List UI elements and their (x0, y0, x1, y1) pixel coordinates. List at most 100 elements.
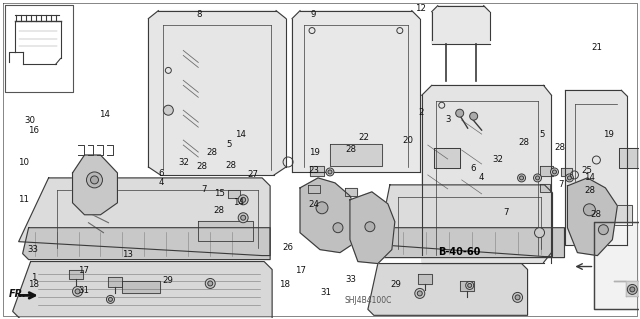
Circle shape (550, 168, 559, 176)
Text: 20: 20 (403, 136, 413, 145)
Polygon shape (300, 178, 360, 253)
Text: 28: 28 (206, 148, 217, 157)
Polygon shape (368, 263, 527, 315)
Text: 21: 21 (591, 43, 602, 52)
Polygon shape (228, 190, 240, 198)
Circle shape (108, 297, 113, 301)
Text: 6: 6 (159, 169, 164, 178)
Text: 26: 26 (283, 243, 294, 252)
Text: 29: 29 (390, 280, 401, 289)
Circle shape (75, 289, 80, 294)
Circle shape (534, 228, 545, 238)
Circle shape (241, 197, 246, 202)
Text: 1: 1 (31, 272, 36, 281)
Circle shape (520, 176, 524, 180)
Polygon shape (148, 11, 286, 175)
Text: 14: 14 (99, 110, 109, 119)
Polygon shape (198, 221, 253, 241)
Circle shape (513, 293, 522, 302)
Circle shape (238, 213, 248, 223)
Polygon shape (566, 90, 627, 245)
Polygon shape (122, 281, 161, 293)
Circle shape (466, 281, 474, 289)
Text: 18: 18 (280, 279, 291, 288)
Circle shape (470, 112, 477, 120)
Text: 17: 17 (295, 266, 307, 275)
Text: 9: 9 (311, 10, 316, 19)
Circle shape (86, 172, 102, 188)
Text: 11: 11 (18, 195, 29, 204)
Text: 14: 14 (233, 198, 244, 207)
Circle shape (515, 295, 520, 300)
Circle shape (468, 284, 472, 287)
Text: 5: 5 (227, 140, 232, 149)
Circle shape (106, 295, 115, 303)
Circle shape (316, 202, 328, 214)
Text: 22: 22 (358, 133, 369, 142)
Polygon shape (434, 148, 460, 168)
Text: SHJ4B4100C: SHJ4B4100C (344, 296, 392, 305)
Circle shape (534, 174, 541, 182)
Text: 31: 31 (321, 288, 332, 297)
Polygon shape (568, 178, 618, 256)
Text: 15: 15 (214, 189, 225, 198)
Polygon shape (460, 281, 474, 292)
Polygon shape (418, 274, 432, 285)
Text: FR.: FR. (9, 289, 27, 300)
Text: 33: 33 (345, 275, 356, 284)
Text: B-40-60: B-40-60 (438, 247, 481, 256)
Text: 33: 33 (27, 245, 38, 254)
Text: 12: 12 (415, 4, 426, 13)
Text: 18: 18 (28, 279, 40, 288)
Text: 17: 17 (78, 265, 89, 275)
Circle shape (627, 285, 637, 294)
Circle shape (518, 174, 525, 182)
Circle shape (328, 170, 332, 174)
Polygon shape (22, 228, 270, 260)
Text: 28: 28 (590, 210, 602, 219)
Polygon shape (308, 185, 320, 193)
Circle shape (238, 195, 248, 205)
Circle shape (205, 278, 215, 288)
Text: 8: 8 (196, 10, 202, 19)
Circle shape (630, 287, 635, 292)
Circle shape (568, 176, 572, 180)
Circle shape (333, 223, 343, 233)
Text: 10: 10 (18, 158, 29, 167)
Circle shape (163, 105, 173, 115)
Circle shape (456, 109, 464, 117)
Circle shape (415, 288, 425, 298)
Circle shape (584, 204, 595, 216)
Circle shape (552, 170, 557, 174)
Text: 28: 28 (554, 143, 565, 152)
Text: 23: 23 (308, 166, 319, 175)
Circle shape (90, 176, 99, 184)
Text: 32: 32 (179, 158, 189, 167)
Polygon shape (540, 166, 554, 176)
Text: 28: 28 (214, 206, 225, 215)
Text: 3: 3 (445, 115, 451, 124)
Text: 7: 7 (559, 180, 564, 189)
Text: 31: 31 (78, 286, 89, 295)
Text: 28: 28 (584, 186, 595, 195)
Text: 29: 29 (163, 276, 173, 285)
Polygon shape (330, 144, 382, 166)
Text: 28: 28 (225, 161, 236, 170)
Polygon shape (310, 166, 324, 176)
Text: 13: 13 (122, 250, 132, 259)
Polygon shape (561, 168, 572, 176)
Polygon shape (620, 148, 640, 168)
Polygon shape (432, 6, 490, 43)
Circle shape (326, 168, 334, 176)
Text: 24: 24 (308, 200, 319, 209)
Text: 32: 32 (492, 155, 503, 164)
Circle shape (417, 291, 422, 296)
Circle shape (72, 286, 83, 296)
Text: 4: 4 (159, 178, 164, 187)
Text: 27: 27 (248, 170, 259, 179)
Polygon shape (378, 185, 552, 256)
Polygon shape (108, 278, 122, 287)
Text: 16: 16 (28, 126, 40, 135)
Text: 30: 30 (24, 116, 36, 125)
Text: 6: 6 (470, 164, 476, 173)
